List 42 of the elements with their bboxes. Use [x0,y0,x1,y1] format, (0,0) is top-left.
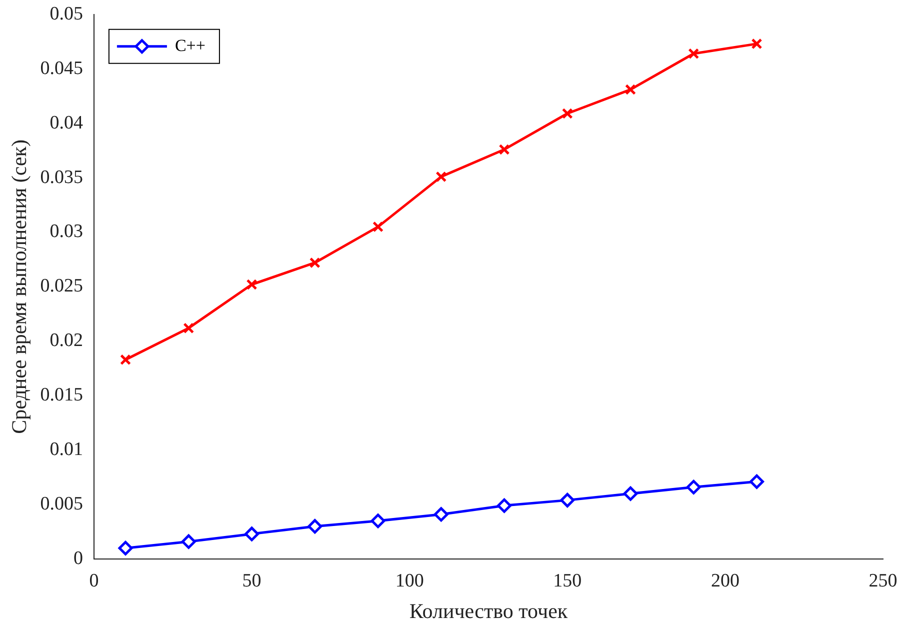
point [688,48,700,60]
legend-label: C++ [174,36,206,55]
point [183,322,194,334]
x-tick-label: 50 [242,570,262,592]
x-axis-title: Количество точек [409,598,568,623]
point [623,486,638,501]
x-tick-label: 150 [553,570,582,592]
point [372,221,384,232]
y-tick-label: 0.04 [50,112,84,134]
point [497,498,512,513]
point [244,526,260,542]
y-tick-label: 0.035 [40,166,83,188]
point [370,514,386,528]
point [246,279,258,290]
y-tick-label: 0.01 [50,439,83,460]
point [118,540,133,556]
y-tick-label: 0.02 [50,330,83,352]
point [309,257,320,268]
x-tick-label: 100 [395,570,424,592]
y-tick-label: 0.05 [50,3,83,24]
x-tick-label: 0 [89,570,99,592]
y-tick-label: 0.045 [40,58,83,79]
point [434,507,448,522]
point [436,171,447,182]
point [625,84,636,96]
x-tick-label: 250 [868,570,898,592]
point [308,519,322,534]
x-tick-label: 200 [710,570,740,592]
point [181,534,196,549]
point [562,108,573,120]
point [560,492,575,508]
y-tick-label: 0.015 [40,384,83,406]
y-tick-label: 0 [73,548,83,569]
y-tick-label: 0.025 [40,276,83,297]
y-tick-label: 0.03 [50,221,83,242]
point [750,474,764,489]
y-tick-label: 0.005 [40,494,83,515]
point [686,480,701,494]
y-axis-title: Среднее время выполнения (сек) [7,140,32,434]
point [120,354,132,366]
point [751,38,762,50]
point [498,144,510,155]
